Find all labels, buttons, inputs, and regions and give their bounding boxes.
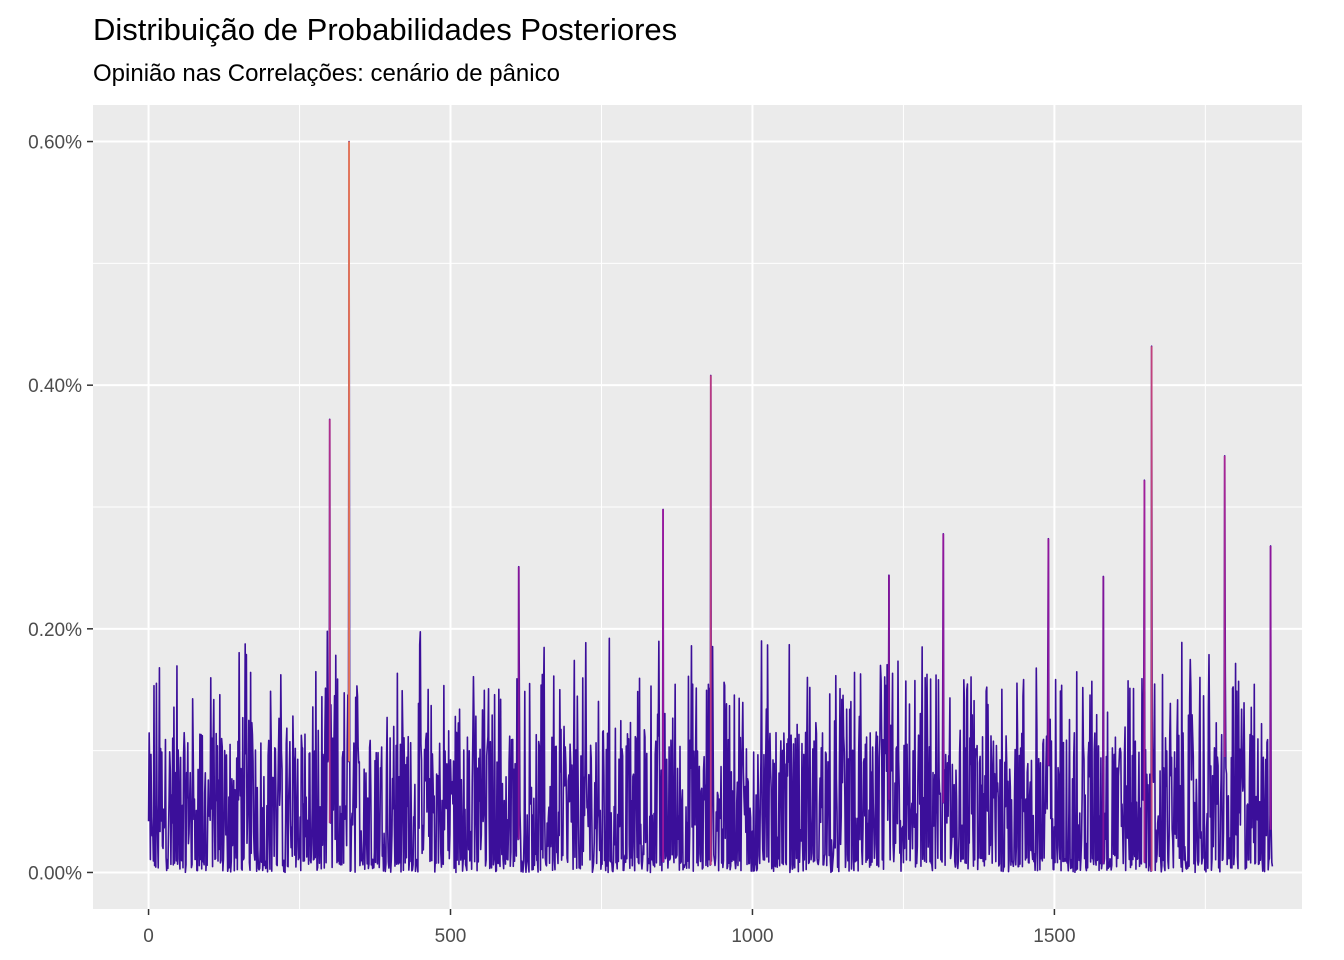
x-axis: 0 500 1000 1500 [143, 909, 1076, 947]
y-tick-label: 0.00% [28, 863, 82, 884]
y-tick-label: 0.40% [28, 376, 82, 397]
y-tick-label: 0.60% [28, 133, 82, 154]
x-tick-label: 0 [143, 926, 154, 947]
y-axis: 0.00% 0.20% 0.40% 0.60% [28, 133, 93, 884]
x-tick-label: 500 [435, 926, 467, 947]
y-tick-label: 0.20% [28, 620, 82, 641]
x-tick-label: 1500 [1033, 926, 1075, 947]
chart-subtitle: Opinião nas Correlações: cenário de pâni… [93, 60, 560, 87]
data-series [147, 140, 1274, 874]
grid-major [93, 105, 1302, 909]
x-tick-label: 1000 [731, 926, 773, 947]
chart-title: Distribuição de Probabilidades Posterior… [93, 12, 678, 47]
